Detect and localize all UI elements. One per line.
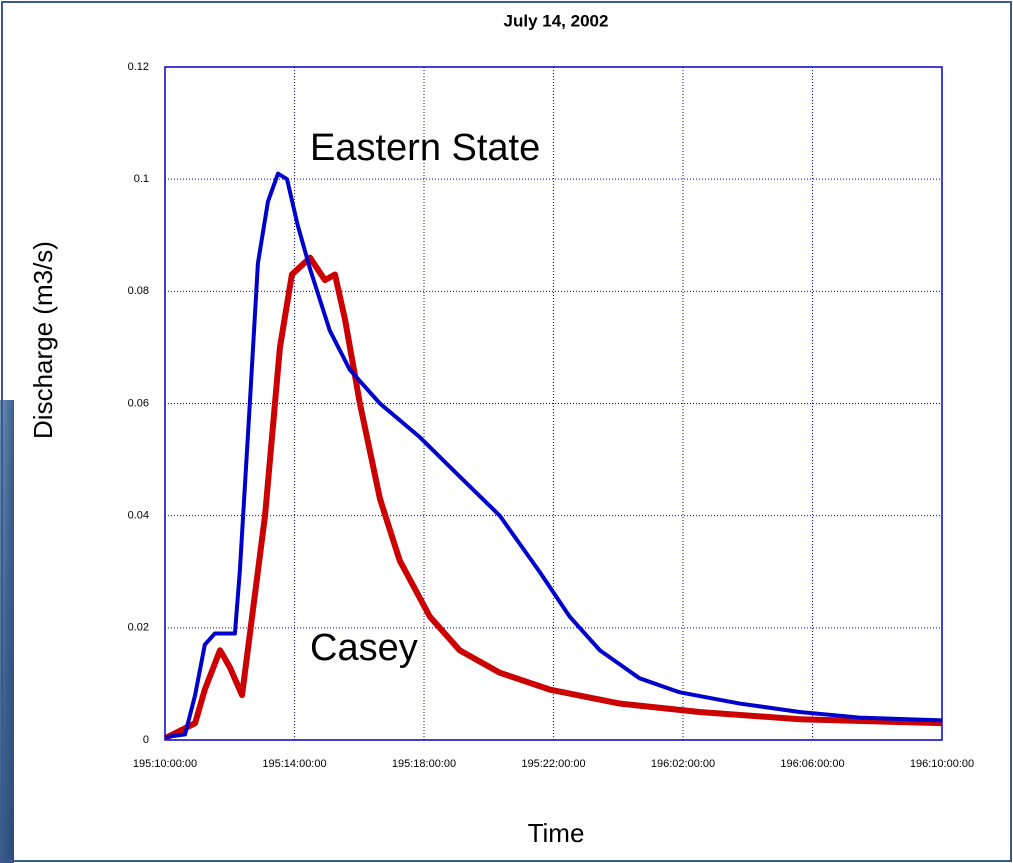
series-label: Eastern State	[310, 127, 540, 169]
plot-frame	[164, 66, 943, 741]
y-axis-label: Discharge (m3/s)	[28, 241, 58, 439]
x-tick-label: 195:22:00:00	[521, 758, 585, 770]
y-tick-label: 0.04	[128, 510, 149, 522]
x-tick-label: 195:10:00:00	[133, 758, 197, 770]
x-tick-label: 195:14:00:00	[262, 758, 326, 770]
x-tick-label: 196:06:00:00	[780, 758, 844, 770]
y-tick-label: 0.12	[128, 61, 149, 73]
y-tick-label: 0.08	[128, 285, 149, 297]
x-tick-label: 196:02:00:00	[651, 758, 715, 770]
x-axis-label: Time	[528, 818, 585, 848]
x-tick-label: 195:18:00:00	[392, 758, 456, 770]
y-tick-label: 0.1	[134, 173, 149, 185]
series-line	[164, 171, 943, 740]
x-tick-label: 196:10:00:00	[910, 758, 974, 770]
y-tick-label: 0.06	[128, 397, 149, 409]
chart-title: July 14, 2002	[504, 11, 609, 30]
series-label: Casey	[310, 627, 418, 669]
y-tick-label: 0	[143, 734, 149, 746]
y-tick-label: 0.02	[128, 622, 149, 634]
series-line	[163, 254, 943, 741]
background-image	[0, 400, 14, 863]
